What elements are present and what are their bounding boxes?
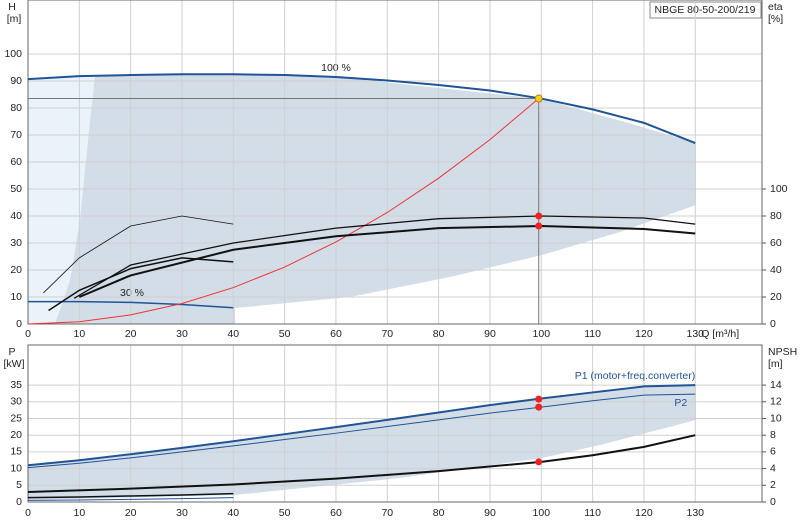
y2-tick-label: 10 bbox=[770, 412, 782, 424]
x-tick-label: 10 bbox=[73, 328, 85, 340]
series-label: P2 bbox=[674, 397, 687, 409]
y2-tick-label: 100 bbox=[770, 183, 788, 195]
low-flow-region bbox=[28, 76, 95, 324]
curve bbox=[27, 492, 234, 499]
duty-point bbox=[535, 212, 543, 220]
y-tick-label: 80 bbox=[10, 102, 22, 114]
curve bbox=[27, 98, 540, 325]
y-tick-label: 10 bbox=[10, 462, 22, 474]
y-tick-label: 60 bbox=[10, 156, 22, 168]
x-tick-label: 120 bbox=[635, 507, 653, 519]
y-axis-label: H bbox=[8, 1, 16, 13]
duty-point bbox=[535, 395, 543, 403]
curve bbox=[27, 497, 234, 501]
y-tick-label: 5 bbox=[16, 479, 22, 491]
y-tick-label: 40 bbox=[10, 210, 22, 222]
y2-axis-unit: [m] bbox=[768, 358, 783, 370]
y-tick-label: 50 bbox=[10, 183, 22, 195]
curve bbox=[73, 215, 696, 299]
y2-axis-unit: [%] bbox=[768, 13, 783, 25]
x-tick-label: 70 bbox=[381, 507, 393, 519]
y-tick-label: 30 bbox=[10, 396, 22, 408]
y2-tick-label: 14 bbox=[770, 379, 782, 391]
x-tick-label: 130 bbox=[687, 328, 705, 340]
curve bbox=[43, 215, 234, 294]
power-range bbox=[28, 385, 696, 500]
curve bbox=[48, 257, 234, 312]
x-tick-label: 90 bbox=[484, 507, 496, 519]
duty-point bbox=[535, 222, 543, 230]
x-tick-label: 100 bbox=[533, 507, 551, 519]
x-tick-label: 110 bbox=[584, 328, 601, 340]
y-axis-unit: [m] bbox=[7, 13, 22, 25]
y-tick-label: 70 bbox=[10, 129, 22, 141]
curve bbox=[27, 393, 696, 469]
y2-tick-label: 40 bbox=[770, 264, 782, 276]
x-tick-label: 130 bbox=[687, 507, 705, 519]
curve bbox=[78, 224, 696, 298]
y2-tick-label: 80 bbox=[770, 210, 782, 222]
plot-frame bbox=[27, 344, 763, 503]
x-tick-label: 30 bbox=[176, 328, 188, 340]
y-tick-label: 30 bbox=[10, 237, 22, 249]
x-tick-label: 20 bbox=[125, 507, 137, 519]
y-tick-label: 90 bbox=[10, 75, 22, 87]
annotation: 30 % bbox=[120, 287, 144, 299]
x-tick-label: 0 bbox=[25, 507, 31, 519]
duty-point bbox=[535, 403, 543, 411]
curve bbox=[27, 73, 696, 145]
duty-point bbox=[535, 458, 543, 466]
y2-tick-label: 60 bbox=[770, 237, 782, 249]
y2-tick-label: 8 bbox=[770, 429, 776, 441]
y-tick-label: 35 bbox=[10, 379, 22, 391]
y-axis-label: P bbox=[8, 346, 15, 358]
y-tick-label: 0 bbox=[16, 496, 22, 508]
y2-tick-label: 4 bbox=[770, 462, 776, 474]
y-tick-label: 20 bbox=[10, 264, 22, 276]
series-label: P1 (motor+freq.converter) bbox=[575, 370, 696, 382]
y2-tick-label: 2 bbox=[770, 479, 776, 491]
y-tick-label: 0 bbox=[16, 318, 22, 330]
y2-tick-label: 6 bbox=[770, 446, 776, 458]
x-tick-label: 60 bbox=[330, 328, 342, 340]
y2-tick-label: 0 bbox=[770, 318, 776, 330]
y-axis-unit: [kW] bbox=[4, 358, 25, 370]
x-tick-label: 50 bbox=[279, 328, 291, 340]
x-axis-label: Q [m³/h] bbox=[701, 328, 739, 340]
x-tick-label: 80 bbox=[433, 328, 445, 340]
y2-axis-label: eta bbox=[768, 1, 783, 13]
x-tick-label: 80 bbox=[433, 507, 445, 519]
title: NBGE 80-50-200/219 bbox=[655, 4, 756, 16]
x-tick-label: 120 bbox=[635, 328, 653, 340]
y-tick-label: 10 bbox=[10, 291, 22, 303]
x-tick-label: 10 bbox=[73, 507, 85, 519]
x-tick-label: 40 bbox=[227, 328, 239, 340]
x-tick-label: 70 bbox=[381, 328, 393, 340]
x-tick-label: 50 bbox=[279, 507, 291, 519]
x-tick-label: 100 bbox=[533, 328, 551, 340]
curve bbox=[27, 384, 696, 467]
duty-point bbox=[534, 94, 543, 103]
x-tick-label: 90 bbox=[484, 328, 496, 340]
x-tick-label: 0 bbox=[25, 328, 31, 340]
plot-frame bbox=[27, 0, 763, 325]
y-tick-label: 20 bbox=[10, 429, 22, 441]
y-tick-label: 25 bbox=[10, 412, 22, 424]
y-tick-label: 15 bbox=[10, 446, 22, 458]
y-tick-label: 100 bbox=[4, 48, 22, 60]
x-tick-label: 60 bbox=[330, 507, 342, 519]
curve bbox=[27, 434, 696, 493]
title-box bbox=[649, 1, 762, 19]
operating-range bbox=[55, 74, 696, 324]
y2-tick-label: 0 bbox=[770, 496, 776, 508]
x-tick-label: 30 bbox=[176, 507, 188, 519]
x-tick-label: 20 bbox=[125, 328, 137, 340]
y2-axis-label: NPSH bbox=[768, 346, 797, 358]
x-tick-label: 110 bbox=[584, 507, 601, 519]
y2-tick-label: 12 bbox=[770, 396, 782, 408]
y2-tick-label: 20 bbox=[770, 291, 782, 303]
x-tick-label: 40 bbox=[227, 507, 239, 519]
